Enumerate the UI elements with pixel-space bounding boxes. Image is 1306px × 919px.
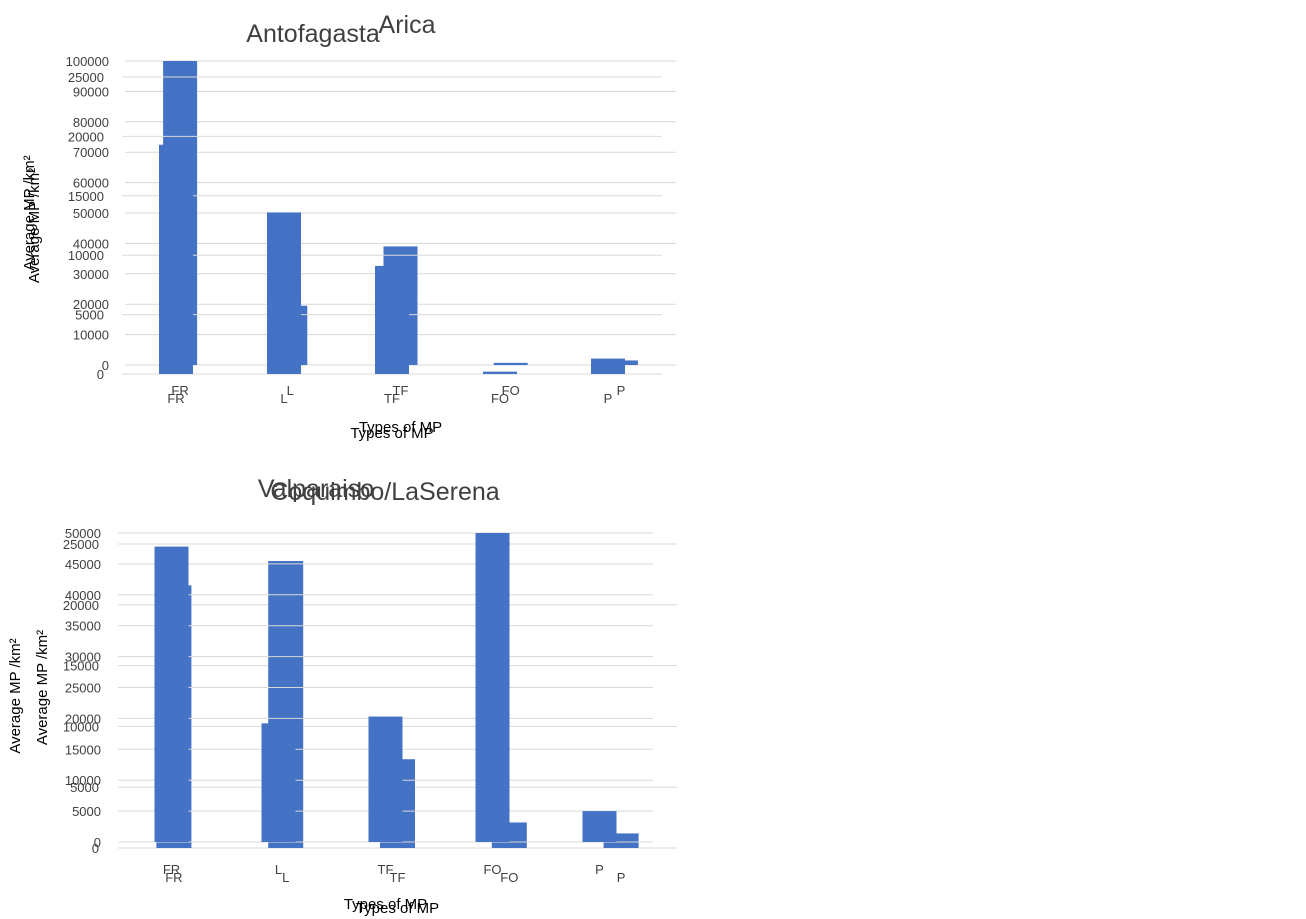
antofagasta-y-tick-label: 10000 (68, 248, 104, 263)
arica-y-tick-label: 100000 (66, 54, 109, 69)
valparaiso-y-tick-label: 45000 (65, 557, 101, 572)
antofagasta-bar-fo (483, 371, 517, 374)
arica-y-tick-label: 60000 (73, 176, 109, 191)
antofagasta-bar-p (591, 358, 625, 374)
valparaiso-y-tick-label: 5000 (72, 804, 101, 819)
antofagasta-y-tick-label: 0 (97, 367, 104, 382)
coquimbo-laserena-x-tick-label: FO (500, 870, 518, 885)
arica-y-tick-label: 90000 (73, 84, 109, 99)
valparaiso-x-tick-label: TF (378, 862, 394, 877)
arica-y-tick-label: 20000 (73, 297, 109, 312)
coquimbo-laserena-x-tick-label: P (617, 870, 626, 885)
antofagasta-plot-group: 0 5000 10000 15000 20000 25000 FR L TF FO P Antofag… (26, 20, 662, 442)
arica-x-tick-label: P (617, 383, 626, 398)
antofagasta-bar-l (267, 212, 301, 374)
valparaiso-bar-l (261, 723, 296, 842)
arica-title: Arica (379, 11, 436, 39)
antofagasta-title: Antofagasta (246, 20, 380, 48)
valparaiso-x-tick-label: L (275, 862, 282, 877)
valparaiso-bar-fo (475, 533, 510, 842)
antofagasta-y-axis-label: Average MP /km² (26, 168, 43, 283)
arica-y-axis-label: Average MP /km² (21, 155, 38, 270)
antofagasta-x-tick-label: FR (167, 391, 184, 406)
antofagasta-y-tick-label: 15000 (68, 189, 104, 204)
valparaiso-y-tick-label: 0 (94, 835, 101, 850)
antofagasta-y-tick-label: 20000 (68, 129, 104, 144)
chart-valparaiso-svg: 0500010000150002000025000300003500040000… (34, 475, 653, 913)
coquimbo-laserena-x-tick-label: FR (165, 870, 182, 885)
valparaiso-y-tick-label: 35000 (65, 619, 101, 634)
valparaiso-x-axis-label: Types of MP (344, 896, 427, 913)
valparaiso-y-axis-label: Average MP /km² (34, 630, 51, 745)
antofagasta-bar-fr (159, 144, 193, 374)
arica-y-tick-label: 70000 (73, 145, 109, 160)
arica-x-tick-label: TF (393, 383, 409, 398)
antofagasta-x-tick-label: FO (491, 391, 509, 406)
coquimbo-laserena-y-axis-label: Average MP /km² (7, 638, 24, 753)
valparaiso-x-tick-label: P (595, 862, 604, 877)
coquimbo-laserena-y-tick-label: 0 (92, 841, 99, 856)
arica-y-tick-label: 50000 (73, 206, 109, 221)
arica-bar-fo (493, 362, 528, 365)
antofagasta-bar-tf (375, 265, 409, 374)
coquimbo-laserena-y-tick-label: 5000 (70, 780, 99, 795)
coquimbo-laserena-x-axis-label: Types of MP (356, 900, 439, 917)
coquimbo-laserena-y-tick-label: 25000 (63, 537, 99, 552)
chart-antofagasta-svg: 0 5000 10000 15000 20000 25000 FR L TF FO P Antofag… (26, 20, 662, 442)
arica-y-tick-label: 30000 (73, 267, 109, 282)
valparaiso-x-tick-label: FO (483, 862, 501, 877)
arica-y-tick-label: 0 (102, 358, 109, 373)
arica-y-tick-label: 10000 (73, 328, 109, 343)
antofagasta-x-tick-label: L (280, 391, 287, 406)
valparaiso-x-tick-label: FR (163, 862, 180, 877)
arica-plot-group: 0100002000030000400005000060000700008000… (21, 11, 676, 436)
arica-y-tick-label: 80000 (73, 115, 109, 130)
valparaiso-y-tick-label: 10000 (65, 773, 101, 788)
coquimbo-laserena-title: Coquimbo/LaSerena (270, 478, 499, 506)
valparaiso-bar-tf (368, 716, 403, 842)
valparaiso-bar-fr (154, 546, 189, 842)
coquimbo-laserena-y-tick-label: 15000 (63, 659, 99, 674)
valparaiso-y-tick-label: 15000 (65, 742, 101, 757)
chart-antofagasta: 0 5000 10000 15000 20000 25000 FR L TF FO P Antofag… (26, 0, 1306, 445)
chart-valparaiso: 0 5000 10000 15000 20000 25000 30000 35000 40000… (34, 455, 1306, 919)
coquimbo-laserena-x-tick-label: TF (390, 870, 406, 885)
arica-x-tick-label: L (287, 383, 294, 398)
valparaiso-y-tick-label: 20000 (65, 711, 101, 726)
valparaiso-y-tick-label: 30000 (65, 650, 101, 665)
valparaiso-y-tick-label: 40000 (65, 588, 101, 603)
arica-y-tick-label: 40000 (73, 236, 109, 251)
valparaiso-y-tick-label: 50000 (65, 526, 101, 541)
valparaiso-title: Valparaiso (258, 475, 374, 503)
valparaiso-bar-p (582, 811, 617, 842)
valparaiso-y-tick-label: 25000 (65, 681, 101, 696)
coquimbo-laserena-x-tick-label: L (282, 870, 289, 885)
arica-x-axis-label: Types of MP (359, 419, 442, 436)
arica-x-tick-label: FO (502, 383, 520, 398)
coquimbo-laserena-y-tick-label: 10000 (63, 719, 99, 734)
valparaiso-plot-group: 0500010000150002000025000300003500040000… (34, 475, 653, 913)
antofagasta-x-tick-label: TF (384, 391, 400, 406)
antofagasta-x-axis-label: Types of MP (350, 425, 433, 442)
antofagasta-x-tick-label: P (604, 391, 613, 406)
arica-x-tick-label: FR (171, 383, 188, 398)
coquimbo-laserena-y-tick-label: 20000 (63, 598, 99, 613)
antofagasta-y-tick-label: 5000 (75, 308, 104, 323)
antofagasta-y-tick-label: 25000 (68, 70, 104, 85)
